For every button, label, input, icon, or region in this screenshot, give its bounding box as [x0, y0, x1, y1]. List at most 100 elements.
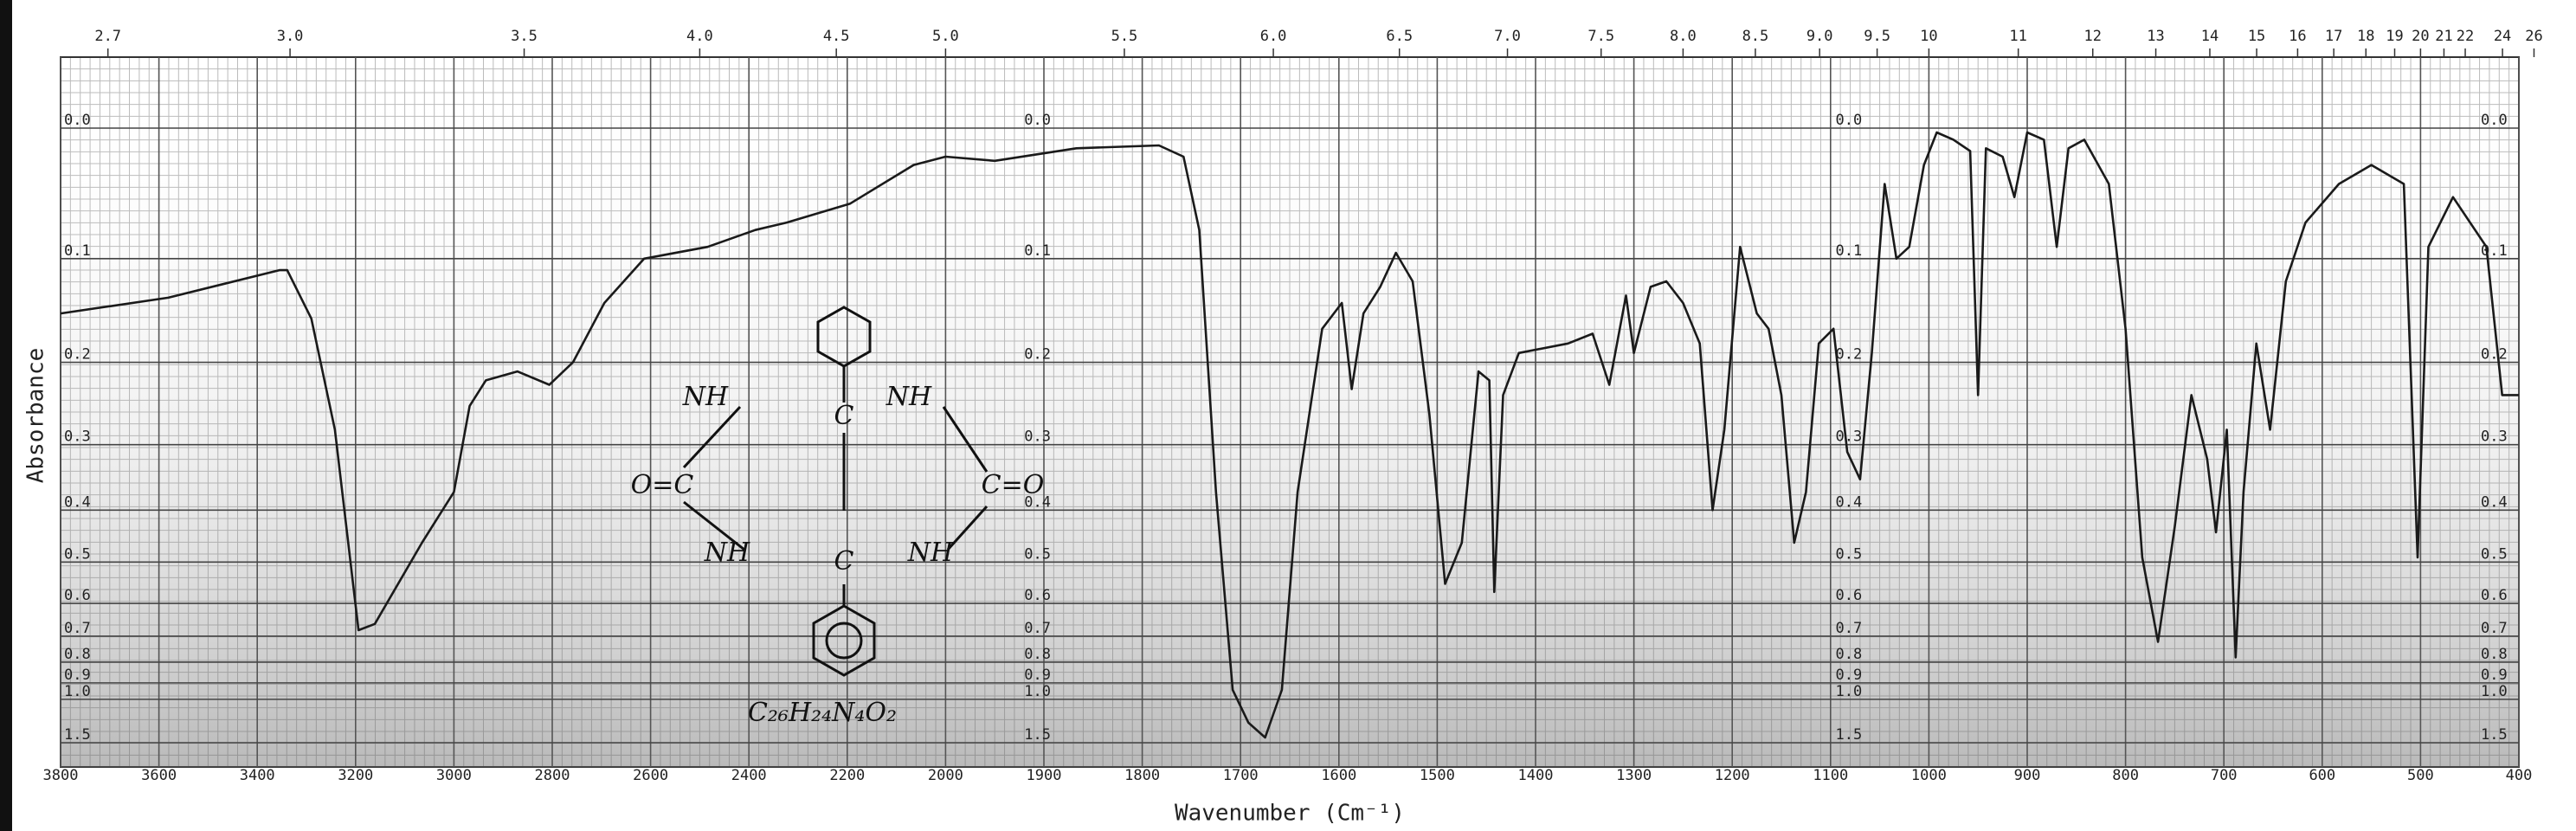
x-tick-label: 2800: [535, 767, 570, 784]
x2-tick-label: 8.5: [1742, 28, 1769, 45]
x2-tick-label: 16: [2289, 28, 2306, 45]
y-tick-label: 0.7: [1024, 620, 1051, 637]
x2-tick-label: 5.0: [932, 28, 959, 45]
y-tick-label: 0.1: [1835, 242, 1862, 260]
paper-shading: [61, 57, 2519, 767]
x2-tick-label: 11: [2009, 28, 2026, 45]
x2-tick-label: 4.5: [823, 28, 850, 45]
y-tick-label: 0.4: [1835, 493, 1862, 511]
x2-tick-label: 20: [2412, 28, 2429, 45]
y-tick-label: 0.9: [2481, 667, 2508, 684]
structure-label: NH: [682, 382, 729, 412]
x2-tick-label: 3.0: [277, 28, 304, 45]
x2-tick-label: 21: [2435, 28, 2452, 45]
x-tick-label: 1700: [1223, 767, 1259, 784]
y-tick-label: 0.4: [64, 493, 91, 511]
y-tick-label: 0.4: [2481, 493, 2508, 511]
x-tick-label: 3400: [240, 767, 275, 784]
x-tick-label: 1200: [1715, 767, 1750, 784]
y-tick-label: 0.0: [64, 112, 91, 129]
y-tick-label: 0.8: [1024, 646, 1051, 663]
bond: [682, 405, 742, 469]
x2-tick-label: 14: [2201, 28, 2219, 45]
x2-tick-label: 10: [1920, 28, 1937, 45]
x-tick-label: 3800: [43, 767, 79, 784]
x-tick-label: 1100: [1813, 767, 1848, 784]
y-tick-label: 0.8: [64, 646, 91, 663]
y-tick-label: 0.1: [1024, 242, 1051, 260]
plot-area: 3800 3600 3400 3200 3000 2800 2600 2400 2200 2000…: [43, 28, 2543, 784]
y-tick-label: 0.2: [1024, 346, 1051, 364]
y-tick-label: 0.0: [2481, 112, 2508, 129]
x2-tick-label: 18: [2357, 28, 2374, 45]
structure-label: C: [834, 401, 854, 431]
x2-tick-label: 3.5: [511, 28, 538, 45]
x-tick-label: 2000: [928, 767, 963, 784]
x2-tick-label: 7.0: [1494, 28, 1521, 45]
structure-label: C=O: [982, 470, 1045, 500]
y-tick-label: 0.5: [2481, 545, 2508, 563]
y-tick-label: 1.5: [1835, 726, 1862, 744]
x-tick-label: 500: [2407, 767, 2434, 784]
y-tick-label: 0.5: [64, 545, 91, 563]
y-tick-label: 0.6: [2481, 587, 2508, 604]
x2-tick-label: 5.5: [1111, 28, 1138, 45]
structure-label: C: [834, 546, 854, 577]
bond: [946, 505, 989, 551]
x2-tick-label: 26: [2525, 28, 2542, 45]
x-tick-label: 3000: [436, 767, 472, 784]
y-tick-label: 0.2: [1835, 346, 1862, 364]
x-tick-label: 900: [2014, 767, 2041, 784]
structure-label: O=C: [631, 470, 694, 500]
x-tick-label: 1400: [1518, 767, 1554, 784]
x2-tick-label: 8.0: [1670, 28, 1697, 45]
x2-tick-label: 12: [2083, 28, 2101, 45]
x2-tick-label: 19: [2386, 28, 2403, 45]
y-tick-label: 0.6: [64, 587, 91, 604]
x2-tick-label: 9.0: [1806, 28, 1833, 45]
x2-tick-label: 22: [2457, 28, 2474, 45]
bond: [683, 500, 745, 551]
y-tick-label: 1.5: [64, 726, 91, 744]
y-tick-label: 0.5: [1835, 545, 1862, 563]
y-tick-label: 0.1: [64, 242, 91, 260]
x-tick-label: 3200: [338, 767, 373, 784]
y-tick-label: 1.5: [2481, 726, 2508, 744]
benzene-ring: [812, 604, 876, 677]
x2-tick-label: 7.5: [1587, 28, 1614, 45]
x-tick-label: 1900: [1027, 767, 1062, 784]
y-tick-label: 0.9: [1024, 667, 1051, 684]
y-axis-label: Absorbance: [23, 348, 49, 484]
x-tick-label: 2600: [633, 767, 668, 784]
structure-label: NH: [886, 382, 932, 412]
y-tick-label: 1.0: [1024, 683, 1051, 700]
y-tick-label: 0.7: [1835, 620, 1862, 637]
x-tick-label: 2200: [829, 767, 865, 784]
x-tick-label: 400: [2506, 767, 2533, 784]
y-tick-label: 0.0: [1835, 112, 1862, 129]
y-tick-label: 0.4: [1024, 493, 1051, 511]
bond: [942, 406, 989, 473]
x-tick-label: 1500: [1420, 767, 1455, 784]
y-tick-label: 0.0: [1024, 112, 1051, 129]
x2-tick-label: 17: [2325, 28, 2342, 45]
y-tick-label: 0.3: [1024, 428, 1051, 446]
x2-tick-label: 9.5: [1864, 28, 1890, 45]
x-tick-label: 1000: [1911, 767, 1947, 784]
ring-circle: [825, 622, 863, 660]
y-tick-label: 1.5: [1024, 726, 1051, 744]
x-tick-label: 600: [2309, 767, 2335, 784]
structure-label: NH: [704, 538, 750, 568]
y-tick-label: 0.9: [1835, 667, 1862, 684]
x2-tick-label: 6.5: [1386, 28, 1413, 45]
y-tick-label: 0.2: [2481, 346, 2508, 364]
y-tick-label: 1.0: [64, 683, 91, 700]
x-tick-label: 1300: [1616, 767, 1652, 784]
x2-tick-label: 4.0: [686, 28, 713, 45]
structure-label: NH: [907, 538, 954, 568]
structure-formula: C₂₆H₂₄N₄O₂: [748, 698, 897, 728]
y-tick-label: 0.3: [1835, 428, 1862, 446]
y-tick-label: 0.6: [1024, 587, 1051, 604]
x-tick-label: 3600: [141, 767, 177, 784]
